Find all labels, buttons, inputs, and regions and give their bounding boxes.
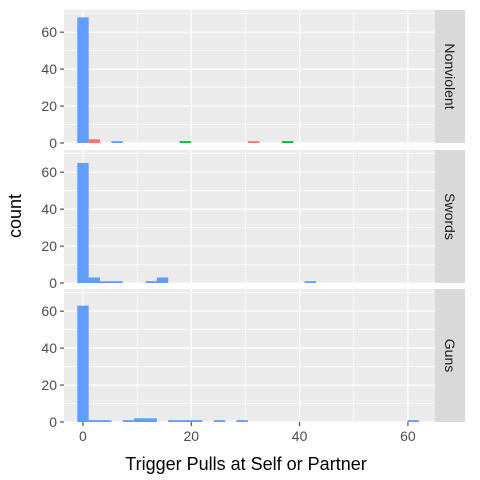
y-tick-label: 20 — [41, 98, 57, 114]
y-tick-label: 20 — [41, 238, 57, 254]
y-axis-title: count — [5, 194, 25, 238]
facet-strip-label: Swords — [442, 193, 458, 240]
y-tick-label: 60 — [41, 164, 57, 180]
facet-strip — [435, 150, 465, 283]
histogram-bar — [407, 420, 420, 422]
y-tick-label: 0 — [49, 135, 57, 151]
y-tick-label: 0 — [49, 414, 57, 430]
histogram-bar — [179, 141, 192, 143]
panel-background — [64, 10, 435, 143]
y-tick-label: 40 — [41, 201, 57, 217]
histogram-bar — [236, 420, 248, 422]
histogram-bar — [156, 277, 169, 283]
histogram-bar — [88, 277, 101, 283]
histogram-bar — [100, 420, 112, 422]
y-tick-label: 40 — [41, 340, 57, 356]
x-axis-title: Trigger Pulls at Self or Partner — [125, 454, 366, 474]
y-tick-label: 0 — [49, 275, 57, 291]
histogram-bar — [77, 162, 89, 283]
histogram-bar — [191, 420, 203, 422]
facet-strip — [435, 10, 465, 143]
histogram-bar — [111, 281, 123, 283]
histogram-bar — [168, 420, 180, 422]
facet-strip-label: Nonviolent — [442, 43, 458, 109]
histogram-bar — [145, 418, 157, 422]
facet-panel-swords: 0 20 40 60 Swords — [41, 150, 465, 291]
histogram-bar — [281, 141, 294, 143]
histogram-bar — [88, 139, 101, 143]
facet-strip — [435, 289, 465, 422]
facet-strip-label: Guns — [442, 339, 458, 372]
x-tick-label: 0 — [79, 428, 87, 444]
histogram-bar — [134, 418, 146, 422]
histogram-bar — [88, 420, 101, 422]
histogram-bar — [77, 17, 89, 144]
histogram-bar — [247, 141, 260, 143]
y-tick-label: 60 — [41, 24, 57, 40]
x-tick-label: 20 — [183, 428, 199, 444]
y-tick-label: 20 — [41, 377, 57, 393]
facet-panel-nonviolent: 0 20 40 60 Nonviolent — [41, 10, 465, 151]
x-tick-label: 40 — [292, 428, 308, 444]
histogram-bar — [213, 420, 226, 422]
y-tick-label: 60 — [41, 303, 57, 319]
panel-background — [64, 150, 435, 283]
histogram-bar — [304, 281, 317, 283]
y-tick-label: 40 — [41, 61, 57, 77]
panel-background — [64, 289, 435, 422]
histogram-bar — [145, 281, 157, 283]
histogram-bar — [111, 141, 123, 143]
histogram-bar — [179, 420, 192, 422]
facet-panel-guns: 0 20 40 60 Guns 0 20 40 60 — [41, 289, 465, 444]
x-tick-label: 60 — [400, 428, 416, 444]
histogram-bar — [122, 420, 135, 422]
histogram-bar — [77, 305, 89, 422]
histogram-bar — [100, 281, 112, 283]
